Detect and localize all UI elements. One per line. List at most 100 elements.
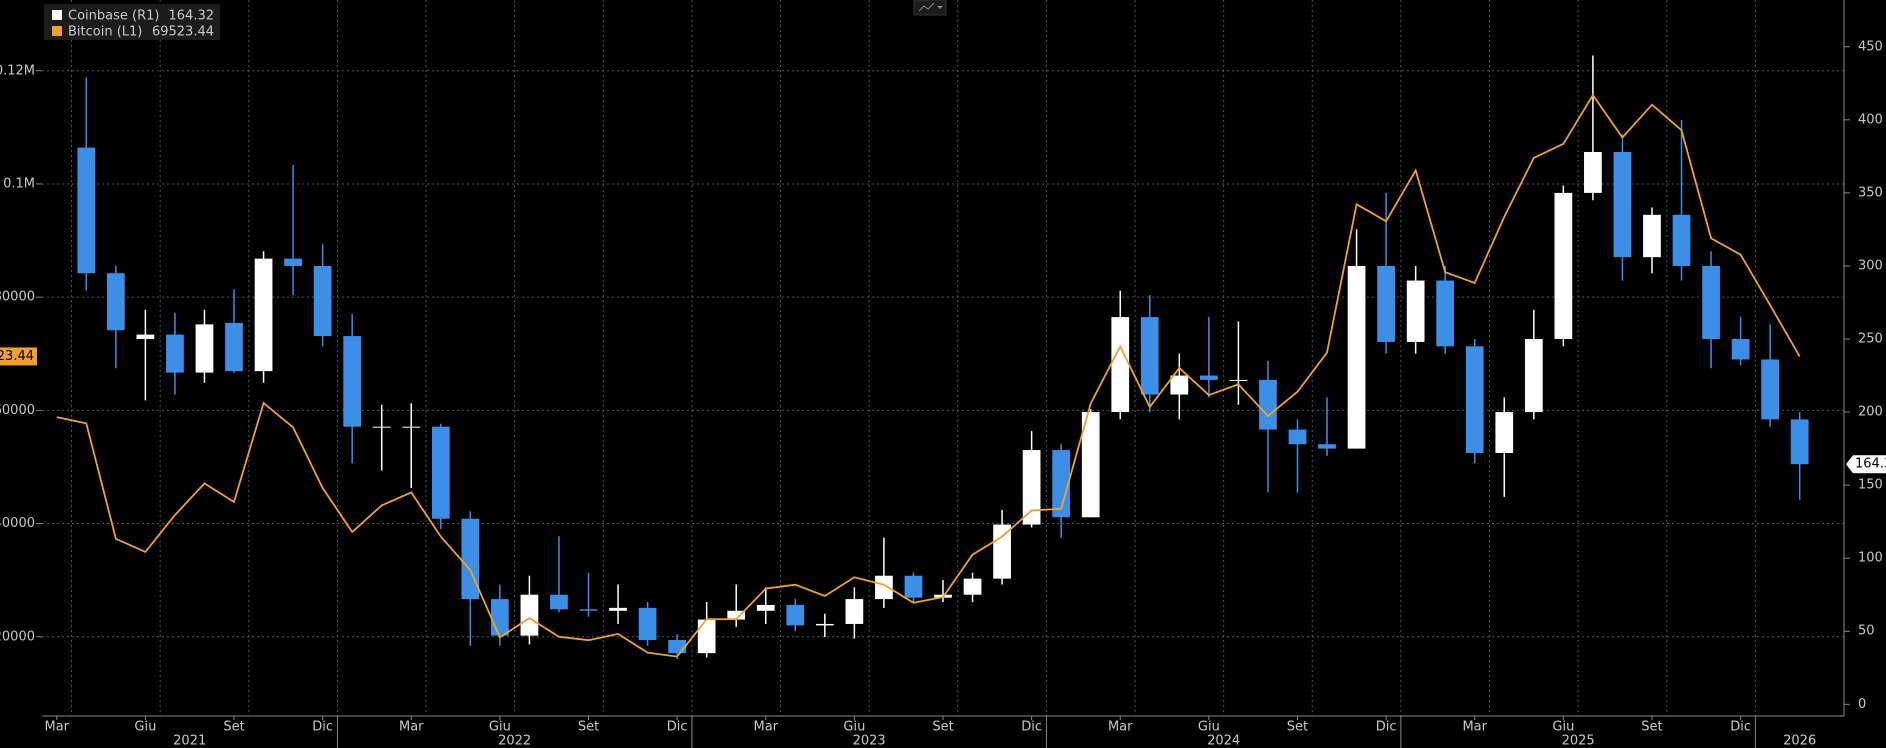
candle-body [1170, 375, 1189, 395]
x-tick-label: Dic [667, 720, 688, 735]
candle-body [550, 594, 568, 610]
candle-body [1554, 192, 1573, 340]
last-value-label: 164.32 [1855, 457, 1886, 472]
candle-body [1229, 379, 1248, 381]
candle-body [77, 147, 96, 274]
last-value-tag [0, 347, 37, 366]
candle-body [638, 607, 657, 641]
candle-body [1022, 450, 1041, 525]
x-tick-label: Set [932, 720, 953, 735]
x-tick-label: Mar [1462, 720, 1487, 735]
legend-label: Coinbase (R1) [68, 9, 159, 24]
y-tick-label: 80000 [0, 290, 35, 305]
candle-body [875, 575, 893, 600]
candle-body [136, 334, 155, 340]
candle-body [166, 334, 184, 373]
series-line [56, 93, 1801, 658]
year-label: 2024 [1207, 734, 1240, 748]
year-label: 2023 [853, 734, 886, 748]
legend-value: 164.32 [169, 9, 215, 24]
y-tick-label: 60000 [0, 403, 35, 418]
candle-body [727, 610, 746, 620]
candle-body [1347, 265, 1366, 449]
x-tick-label: Dic [312, 720, 333, 735]
y-tick-label: 0.1M [3, 176, 35, 191]
candle-body [461, 518, 480, 600]
candle-body [697, 619, 716, 654]
candle-body [786, 604, 805, 626]
x-tick-label: Mar [399, 720, 424, 735]
x-tick-label: Set [1641, 720, 1662, 735]
candle-body [815, 623, 834, 626]
candle-body [284, 258, 302, 266]
candle-body [1377, 265, 1395, 342]
candle-body [1495, 412, 1514, 453]
y-tick-label: 40000 [0, 516, 35, 531]
candle-body [1643, 214, 1661, 258]
x-tick-label: Giu [489, 720, 511, 735]
candle-body [1790, 419, 1809, 465]
marks [56, 55, 1809, 660]
y2-tick-label: 150 [1858, 478, 1883, 493]
y2-tick-label: 50 [1858, 624, 1875, 639]
candle-body [195, 324, 214, 373]
year-label: 2025 [1562, 734, 1595, 748]
x-tick-label: Dic [1730, 720, 1751, 735]
candle-body [668, 640, 686, 654]
year-label: 2021 [173, 734, 206, 748]
y2-tick-label: 100 [1858, 551, 1883, 566]
button-icon [918, 2, 935, 12]
button-caret [937, 6, 943, 9]
candle-body [1702, 265, 1720, 340]
y2-tick-label: 250 [1858, 332, 1883, 347]
candle-body [1436, 280, 1455, 347]
year-label: 2026 [1783, 734, 1816, 748]
legend-value: 69523.44 [152, 25, 214, 40]
candle-body [963, 578, 982, 595]
candle-body [254, 258, 273, 372]
candle-body [491, 599, 509, 636]
candle-body [1318, 444, 1336, 449]
candle-body [1052, 450, 1071, 518]
candle-body [1731, 339, 1750, 360]
x-tick-label: Dic [1021, 720, 1042, 735]
chart-type-button[interactable] [913, 0, 947, 16]
candle-body [845, 599, 864, 624]
x-tick-label: Mar [1108, 720, 1133, 735]
year-label: 2022 [498, 734, 531, 748]
candle-body [1200, 375, 1218, 380]
y-tick-label: 0.12M [0, 63, 35, 78]
candle-body [1288, 429, 1307, 445]
candle-body [579, 609, 598, 611]
candle-body [1406, 280, 1425, 342]
candle-body [1672, 214, 1691, 266]
candle-body [343, 336, 362, 427]
candle-body [520, 594, 539, 636]
candle-body [1140, 317, 1159, 395]
candle-body [1584, 151, 1602, 193]
candle-body [225, 322, 243, 372]
candle-body [402, 426, 421, 428]
y2-tick-label: 300 [1858, 258, 1883, 273]
x-tick-label: Giu [1552, 720, 1574, 735]
legend-swatch [52, 26, 62, 36]
candle-body [1259, 379, 1277, 430]
candle-body [431, 426, 450, 519]
candle-body [756, 604, 775, 611]
y2-tick-label: 400 [1858, 112, 1883, 127]
x-tick-label: Mar [753, 720, 778, 735]
candle-body [1111, 317, 1130, 413]
candle-body [1465, 346, 1484, 453]
x-tick-label: Set [1287, 720, 1308, 735]
legend-label: Bitcoin (L1) [68, 25, 142, 40]
candle-body [1761, 359, 1780, 420]
legend-swatch [52, 10, 62, 20]
y2-tick-label: 350 [1858, 185, 1883, 200]
y2-tick-label: 450 [1858, 39, 1883, 54]
x-tick-label: Mar [45, 720, 70, 735]
last-value-tag [1846, 455, 1886, 474]
candle-body [313, 265, 332, 337]
